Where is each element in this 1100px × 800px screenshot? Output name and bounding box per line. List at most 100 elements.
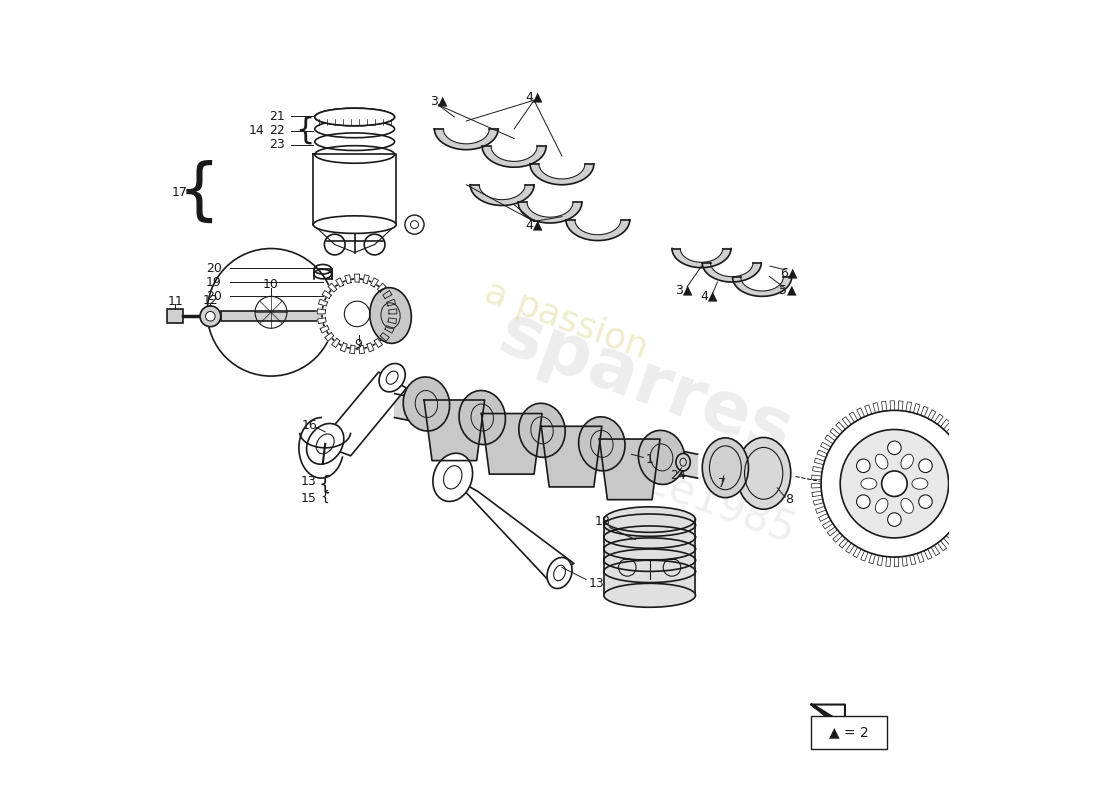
Polygon shape (877, 555, 883, 566)
Text: 6▲: 6▲ (780, 266, 798, 279)
Polygon shape (827, 527, 837, 536)
Text: sparres: sparres (490, 299, 802, 469)
Ellipse shape (901, 454, 913, 469)
Polygon shape (910, 554, 916, 565)
Circle shape (881, 471, 907, 497)
Text: 7: 7 (718, 478, 726, 490)
Polygon shape (954, 524, 964, 533)
Polygon shape (350, 346, 355, 354)
Polygon shape (383, 290, 392, 298)
Polygon shape (927, 410, 936, 420)
Polygon shape (374, 338, 383, 347)
Polygon shape (733, 278, 792, 296)
Text: 9: 9 (354, 338, 363, 350)
Polygon shape (846, 543, 855, 554)
Polygon shape (956, 438, 966, 447)
Ellipse shape (702, 438, 748, 498)
Polygon shape (702, 263, 761, 282)
Text: 10: 10 (263, 278, 279, 291)
Polygon shape (833, 533, 843, 542)
Polygon shape (600, 439, 660, 500)
Ellipse shape (604, 583, 695, 607)
Polygon shape (817, 450, 827, 458)
Polygon shape (825, 435, 835, 444)
Text: since1985: since1985 (585, 439, 801, 552)
Polygon shape (873, 402, 879, 413)
Polygon shape (852, 547, 861, 558)
Ellipse shape (519, 403, 565, 458)
Polygon shape (482, 414, 542, 474)
Bar (167, 309, 184, 323)
Polygon shape (821, 442, 830, 450)
Polygon shape (818, 514, 829, 522)
Polygon shape (967, 487, 977, 492)
Polygon shape (387, 299, 396, 306)
Polygon shape (812, 484, 822, 488)
Ellipse shape (604, 560, 695, 582)
Ellipse shape (912, 478, 928, 490)
Text: 5▲: 5▲ (779, 283, 796, 297)
Polygon shape (322, 290, 331, 298)
Ellipse shape (307, 423, 344, 464)
Circle shape (200, 306, 221, 326)
Polygon shape (934, 414, 943, 424)
Text: {: { (295, 116, 315, 145)
Polygon shape (962, 454, 974, 461)
Polygon shape (890, 401, 894, 410)
Text: 3▲: 3▲ (430, 94, 447, 107)
Ellipse shape (737, 438, 791, 510)
Polygon shape (924, 549, 932, 559)
Polygon shape (530, 164, 594, 185)
Polygon shape (395, 394, 697, 478)
Ellipse shape (370, 288, 411, 343)
Polygon shape (812, 491, 822, 497)
Polygon shape (319, 299, 328, 306)
Circle shape (207, 249, 334, 376)
Text: 22: 22 (270, 124, 285, 137)
Text: 19: 19 (206, 275, 221, 289)
Text: 11: 11 (167, 294, 184, 308)
Polygon shape (434, 129, 498, 150)
Text: 4▲: 4▲ (526, 90, 542, 103)
Polygon shape (814, 458, 825, 465)
Ellipse shape (861, 478, 877, 490)
Ellipse shape (404, 377, 450, 431)
Text: 13: 13 (588, 577, 604, 590)
Ellipse shape (547, 558, 572, 589)
Ellipse shape (901, 498, 913, 514)
Ellipse shape (459, 390, 505, 445)
Polygon shape (320, 326, 329, 333)
Polygon shape (604, 519, 695, 595)
Polygon shape (344, 274, 351, 283)
Polygon shape (377, 283, 386, 292)
Bar (812, 716, 888, 749)
Polygon shape (958, 517, 968, 525)
Polygon shape (952, 431, 961, 441)
Ellipse shape (315, 108, 395, 126)
Text: 20: 20 (206, 262, 221, 275)
Ellipse shape (604, 549, 695, 571)
Ellipse shape (604, 526, 695, 548)
Polygon shape (367, 342, 374, 352)
Polygon shape (899, 401, 903, 410)
Polygon shape (860, 550, 868, 561)
Ellipse shape (604, 507, 695, 532)
Polygon shape (812, 475, 822, 480)
Polygon shape (388, 309, 397, 314)
Polygon shape (317, 309, 326, 314)
Polygon shape (965, 462, 976, 469)
Circle shape (888, 513, 901, 526)
Polygon shape (946, 425, 956, 434)
Polygon shape (960, 446, 970, 454)
Text: 24: 24 (670, 470, 685, 482)
Polygon shape (815, 506, 826, 514)
Text: 1: 1 (646, 454, 653, 466)
Text: {: { (178, 160, 220, 226)
Polygon shape (865, 405, 871, 415)
Ellipse shape (433, 454, 473, 502)
Text: 16: 16 (301, 419, 317, 432)
Polygon shape (894, 557, 899, 566)
Polygon shape (906, 402, 912, 412)
Polygon shape (332, 338, 340, 347)
Text: 20: 20 (206, 290, 221, 303)
